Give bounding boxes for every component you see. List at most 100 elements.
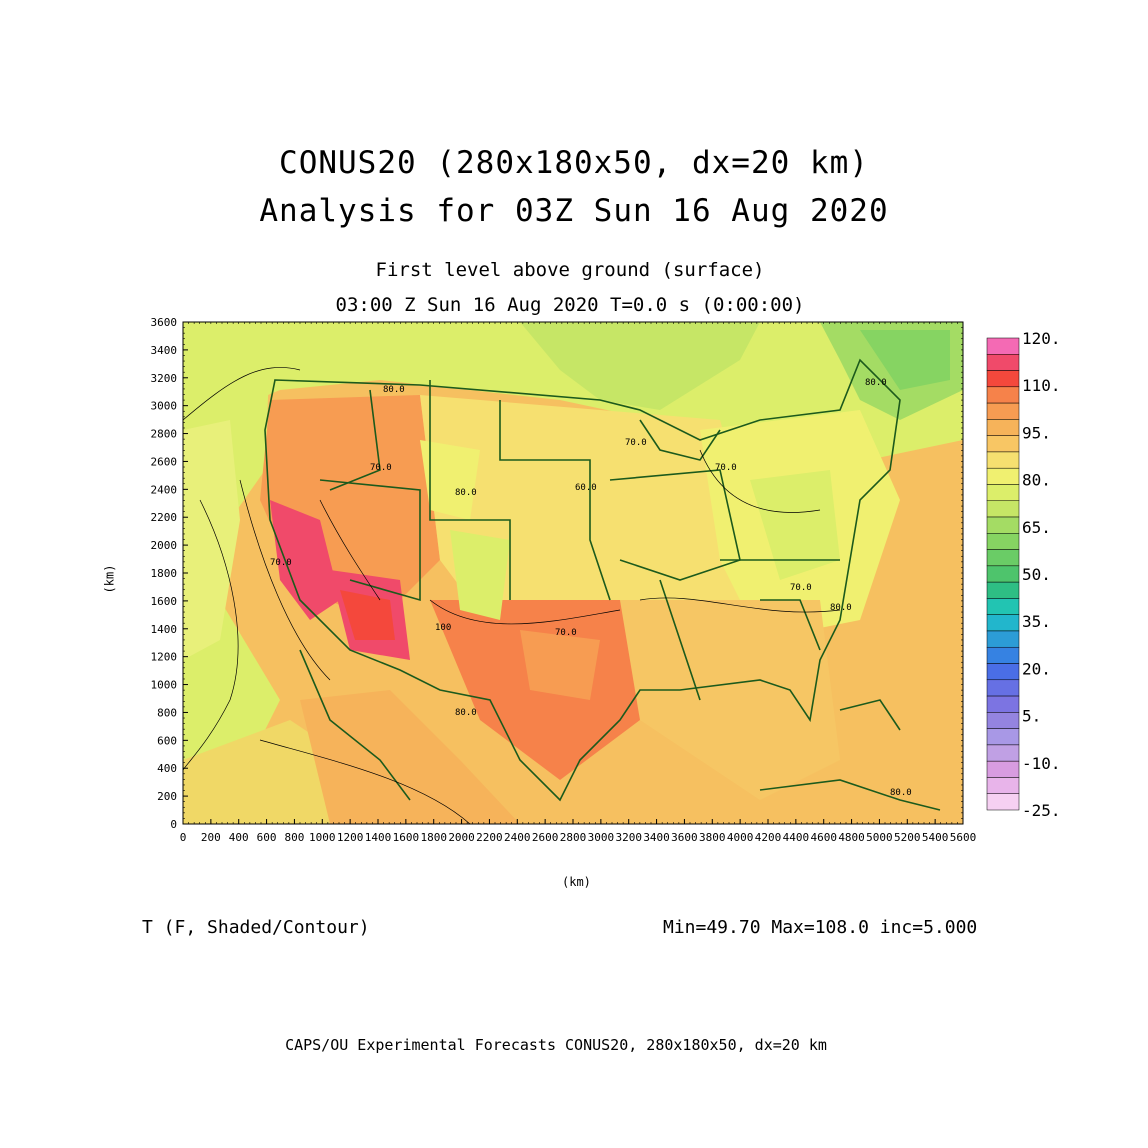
colorbar-swatch bbox=[986, 760, 1020, 778]
field-stats: Min=49.70 Max=108.0 inc=5.000 bbox=[663, 917, 978, 938]
y-tick-label: 200 bbox=[157, 790, 177, 803]
colorbar-label: 80. bbox=[1022, 471, 1051, 490]
x-tick-label: 4200 bbox=[755, 831, 782, 844]
contour-label: 70.0 bbox=[270, 558, 292, 568]
contour-label: 100 bbox=[435, 623, 451, 633]
x-axis-label: (km) bbox=[562, 875, 591, 889]
x-tick-label: 2000 bbox=[448, 831, 475, 844]
title-line1: CONUS20 (280x180x50, dx=20 km) bbox=[279, 145, 869, 181]
x-tick-label: 1600 bbox=[393, 831, 420, 844]
colorbar-swatch bbox=[986, 581, 1020, 599]
contour-label: 70.0 bbox=[370, 463, 392, 473]
x-tick-label: 800 bbox=[284, 831, 304, 844]
x-tick-label: 3800 bbox=[699, 831, 726, 844]
colorbar-swatch bbox=[986, 614, 1020, 632]
colorbar-swatch bbox=[986, 370, 1020, 388]
colorbar-swatch bbox=[986, 516, 1020, 534]
colorbar-swatch bbox=[986, 533, 1020, 550]
geography-outlines bbox=[264, 358, 941, 811]
colorbar-swatch bbox=[986, 500, 1020, 518]
y-tick-label: 3000 bbox=[151, 400, 178, 413]
colorbar-label: 35. bbox=[1022, 612, 1051, 631]
contour-labels: 80.0 70.0 80.0 70.0 60.0 70.0 70.0 70.0 80.0 70.0… bbox=[270, 378, 912, 798]
level-subtitle: First level above ground (surface) bbox=[375, 259, 765, 281]
x-tick-label: 5200 bbox=[894, 831, 921, 844]
y-tick-label: 1200 bbox=[151, 651, 178, 664]
colorbar-swatch bbox=[986, 679, 1020, 697]
x-tick-label: 3600 bbox=[671, 831, 698, 844]
x-tick-label: 3400 bbox=[643, 831, 670, 844]
contour-label: 70.0 bbox=[625, 438, 647, 448]
x-tick-label: 5600 bbox=[950, 831, 977, 844]
colorbar: 120. 110. 95. 80. 65. 50. 35. 20. 5. -10. -25. bbox=[986, 329, 1061, 820]
x-tick-label: 3000 bbox=[588, 831, 615, 844]
y-tick-label: 1400 bbox=[151, 623, 178, 636]
x-tick-label: 4600 bbox=[810, 831, 837, 844]
colorbar-swatch bbox=[986, 565, 1020, 583]
colorbar-swatch bbox=[986, 451, 1020, 469]
y-tick-label: 2400 bbox=[151, 483, 178, 496]
colorbar-label: 65. bbox=[1022, 518, 1051, 537]
y-axis-label: (km) bbox=[102, 564, 117, 594]
y-tick-label: 2600 bbox=[151, 455, 178, 468]
colorbar-label: -10. bbox=[1022, 754, 1061, 773]
contour-label: 70.0 bbox=[715, 463, 737, 473]
x-tick-label: 4800 bbox=[838, 831, 865, 844]
colorbar-swatch bbox=[986, 646, 1020, 664]
x-tick-label: 1400 bbox=[365, 831, 392, 844]
contour-label: 70.0 bbox=[555, 628, 577, 638]
x-tick-label: 1000 bbox=[309, 831, 336, 844]
colorbar-label: 110. bbox=[1022, 376, 1061, 395]
colorbar-swatch bbox=[986, 630, 1020, 648]
x-tick-label: 600 bbox=[257, 831, 277, 844]
colorbar-swatch bbox=[986, 484, 1020, 502]
contour-label: 60.0 bbox=[575, 483, 597, 493]
colorbar-swatch bbox=[986, 663, 1020, 681]
colorbar-swatch bbox=[986, 386, 1020, 404]
x-tick-label: 4000 bbox=[727, 831, 754, 844]
colorbar-swatch bbox=[986, 549, 1020, 567]
colorbar-swatch bbox=[986, 744, 1020, 762]
x-tick-label: 1200 bbox=[337, 831, 364, 844]
x-tick-label: 2600 bbox=[532, 831, 559, 844]
time-subtitle: 03:00 Z Sun 16 Aug 2020 T=0.0 s (0:00:00… bbox=[335, 294, 805, 316]
variable-label: T (F, Shaded/Contour) bbox=[142, 917, 370, 938]
footer-credit: CAPS/OU Experimental Forecasts CONUS20, … bbox=[285, 1036, 827, 1054]
y-tick-label: 2800 bbox=[151, 428, 178, 441]
y-tick-label: 600 bbox=[157, 734, 177, 747]
colorbar-label: 120. bbox=[1022, 329, 1061, 348]
contour-label: 80.0 bbox=[455, 488, 477, 498]
x-tick-label: 0 bbox=[180, 831, 187, 844]
contour-label: 80.0 bbox=[455, 708, 477, 718]
x-tick-label: 2200 bbox=[476, 831, 503, 844]
y-tick-label: 3600 bbox=[151, 316, 178, 329]
colorbar-swatch bbox=[986, 712, 1020, 729]
y-tick-label: 3200 bbox=[151, 372, 178, 385]
colorbar-label: 5. bbox=[1022, 707, 1041, 726]
colorbar-swatch bbox=[986, 419, 1020, 436]
x-tick-label: 200 bbox=[201, 831, 221, 844]
contour-lines bbox=[183, 367, 841, 824]
contour-label: 80.0 bbox=[383, 385, 405, 395]
y-tick-label: 1000 bbox=[151, 679, 178, 692]
colorbar-label: 50. bbox=[1022, 565, 1051, 584]
colorbar-label: -25. bbox=[1022, 801, 1061, 820]
colorbar-swatch bbox=[986, 598, 1020, 615]
colorbar-label: 95. bbox=[1022, 423, 1051, 442]
colorbar-swatch bbox=[986, 435, 1020, 453]
colorbar-swatch bbox=[986, 354, 1020, 371]
colorbar-swatch bbox=[986, 777, 1020, 794]
x-tick-label: 2400 bbox=[504, 831, 531, 844]
y-tick-label: 3400 bbox=[151, 344, 178, 357]
y-tick-label: 400 bbox=[157, 762, 177, 775]
x-tick-label: 1800 bbox=[420, 831, 447, 844]
contour-label: 80.0 bbox=[830, 603, 852, 613]
x-axis: 0 200 400 600 800 1000 1200 1400 1600 1800 2000 220… bbox=[180, 322, 977, 844]
colorbar-swatch bbox=[986, 467, 1020, 485]
y-axis: 0 200 400 600 800 1000 1200 1400 1600 1800 2000 220… bbox=[151, 316, 963, 831]
x-tick-label: 5400 bbox=[922, 831, 949, 844]
contour-label: 80.0 bbox=[890, 788, 912, 798]
y-tick-label: 800 bbox=[157, 706, 177, 719]
y-tick-label: 1600 bbox=[151, 595, 178, 608]
